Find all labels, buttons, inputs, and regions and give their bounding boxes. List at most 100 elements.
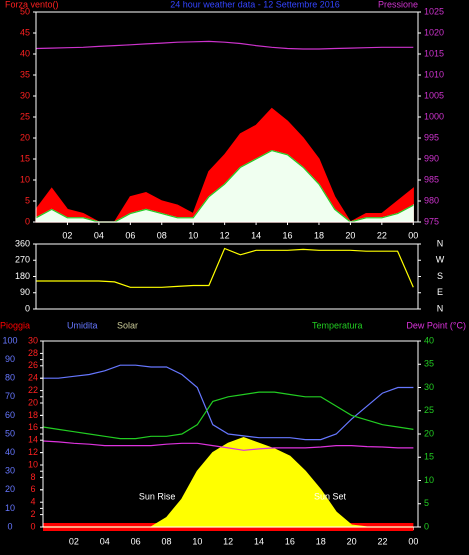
- y3-tick-label: 10: [28, 459, 38, 469]
- annotation: Sun Rise: [139, 491, 176, 501]
- y2-tick-label: 35: [424, 359, 434, 369]
- y2-tick-label: 5: [424, 498, 429, 508]
- y-tick-label: 90: [20, 287, 30, 297]
- y-tick-label: 70: [5, 391, 15, 401]
- y-tick-label: 50: [20, 6, 30, 16]
- y3-tick-label: 16: [28, 422, 38, 432]
- y-tick-label: 180: [15, 271, 30, 281]
- y3-tick-label: 20: [28, 397, 38, 407]
- y2-tick-label: 985: [424, 174, 439, 184]
- y-tick-label: 30: [5, 466, 15, 476]
- y2-tick-label: 1000: [424, 111, 444, 121]
- y3-tick-label: 18: [28, 410, 38, 420]
- x-tick-label: 00: [408, 536, 418, 546]
- y-tick-label: 20: [20, 132, 30, 142]
- line: [42, 440, 414, 451]
- y2-tick-label: S: [437, 271, 443, 281]
- line: [42, 391, 414, 440]
- x-tick-label: 14: [254, 536, 264, 546]
- y2-tick-label: 25: [424, 405, 434, 415]
- title: 24 hour weather data - 12 Settembre 2016: [170, 0, 340, 9]
- y2-label: Pressione: [378, 0, 418, 9]
- x-tick-label: 02: [69, 536, 79, 546]
- y3-tick-label: 4: [30, 497, 35, 507]
- y3-tick-label: 8: [30, 472, 35, 482]
- y-tick-label: 5: [25, 195, 30, 205]
- y2-tick-label: 995: [424, 132, 439, 142]
- y2-tick-label: 10: [424, 475, 434, 485]
- x-tick-label: 06: [125, 230, 135, 240]
- y2-tick-label: 30: [424, 382, 434, 392]
- y-tick-label: 40: [20, 48, 30, 58]
- y-tick-label: 0: [25, 216, 30, 226]
- x-tick-label: 10: [188, 230, 198, 240]
- y3-tick-label: 14: [28, 435, 38, 445]
- y3-tick-label: 26: [28, 360, 38, 370]
- y2-tick-label: N: [437, 238, 444, 248]
- y3-tick-label: 12: [28, 447, 38, 457]
- x-tick-label: 04: [94, 230, 104, 240]
- y2-tick-label: 1015: [424, 48, 444, 58]
- annotation: Sun Set: [314, 491, 347, 501]
- y3-tick-label: 30: [28, 335, 38, 345]
- y-label: Forza vento(): [5, 0, 59, 9]
- plot-frame: [35, 11, 419, 223]
- y-tick-label: 100: [2, 335, 17, 345]
- y-tick-label: 0: [25, 303, 30, 313]
- x-tick-label: 08: [157, 230, 167, 240]
- y2-tick-label: 40: [424, 335, 434, 345]
- y-tick-label: 30: [20, 90, 30, 100]
- area: [43, 437, 414, 528]
- y-tick-label: 270: [15, 255, 30, 265]
- x-tick-label: 08: [161, 536, 171, 546]
- series-label: Pioggia: [0, 320, 30, 330]
- x-tick-label: 14: [251, 230, 261, 240]
- y-tick-label: 0: [7, 521, 12, 531]
- x-tick-label: 06: [131, 536, 141, 546]
- x-tick-label: 16: [283, 230, 293, 240]
- plot-frame: [35, 243, 419, 310]
- x-tick-label: 00: [408, 230, 418, 240]
- y3-tick-label: 6: [30, 484, 35, 494]
- x-tick-label: 16: [285, 536, 295, 546]
- y-tick-label: 25: [20, 111, 30, 121]
- series-label: Solar: [117, 320, 138, 330]
- x-tick-label: 22: [377, 230, 387, 240]
- line: [35, 40, 414, 50]
- y2-tick-label: 1010: [424, 69, 444, 79]
- y3-tick-label: 22: [28, 385, 38, 395]
- y3-tick-label: 0: [30, 521, 35, 531]
- y-tick-label: 10: [20, 174, 30, 184]
- y2-tick-label: W: [436, 255, 445, 265]
- series-label: Umidita: [67, 320, 98, 330]
- x-tick-label: 02: [62, 230, 72, 240]
- y2-tick-label: 20: [424, 428, 434, 438]
- y2-tick-label: 975: [424, 216, 439, 226]
- x-tick-label: 22: [377, 536, 387, 546]
- y3-tick-label: 24: [28, 373, 38, 383]
- y-tick-label: 40: [5, 447, 15, 457]
- y2-tick-label: 1025: [424, 6, 444, 16]
- y-tick-label: 35: [20, 69, 30, 79]
- y-tick-label: 15: [20, 153, 30, 163]
- y-tick-label: 60: [5, 410, 15, 420]
- x-tick-label: 12: [223, 536, 233, 546]
- y3-tick-label: 28: [28, 348, 38, 358]
- plot-frame: [42, 340, 419, 528]
- x-tick-label: 18: [314, 230, 324, 240]
- y2-tick-label: E: [437, 287, 443, 297]
- x-tick-label: 04: [100, 536, 110, 546]
- x-tick-label: 20: [347, 536, 357, 546]
- x-tick-label: 12: [220, 230, 230, 240]
- x-tick-label: 20: [345, 230, 355, 240]
- y-tick-label: 50: [5, 428, 15, 438]
- line: [36, 247, 414, 288]
- y-tick-label: 80: [5, 373, 15, 383]
- y2-tick-label: 980: [424, 195, 439, 205]
- y2-tick-label: N: [437, 303, 444, 313]
- series-label: Temperatura: [312, 320, 363, 330]
- y-tick-label: 360: [15, 238, 30, 248]
- y-tick-label: 90: [5, 354, 15, 364]
- y3-tick-label: 2: [30, 509, 35, 519]
